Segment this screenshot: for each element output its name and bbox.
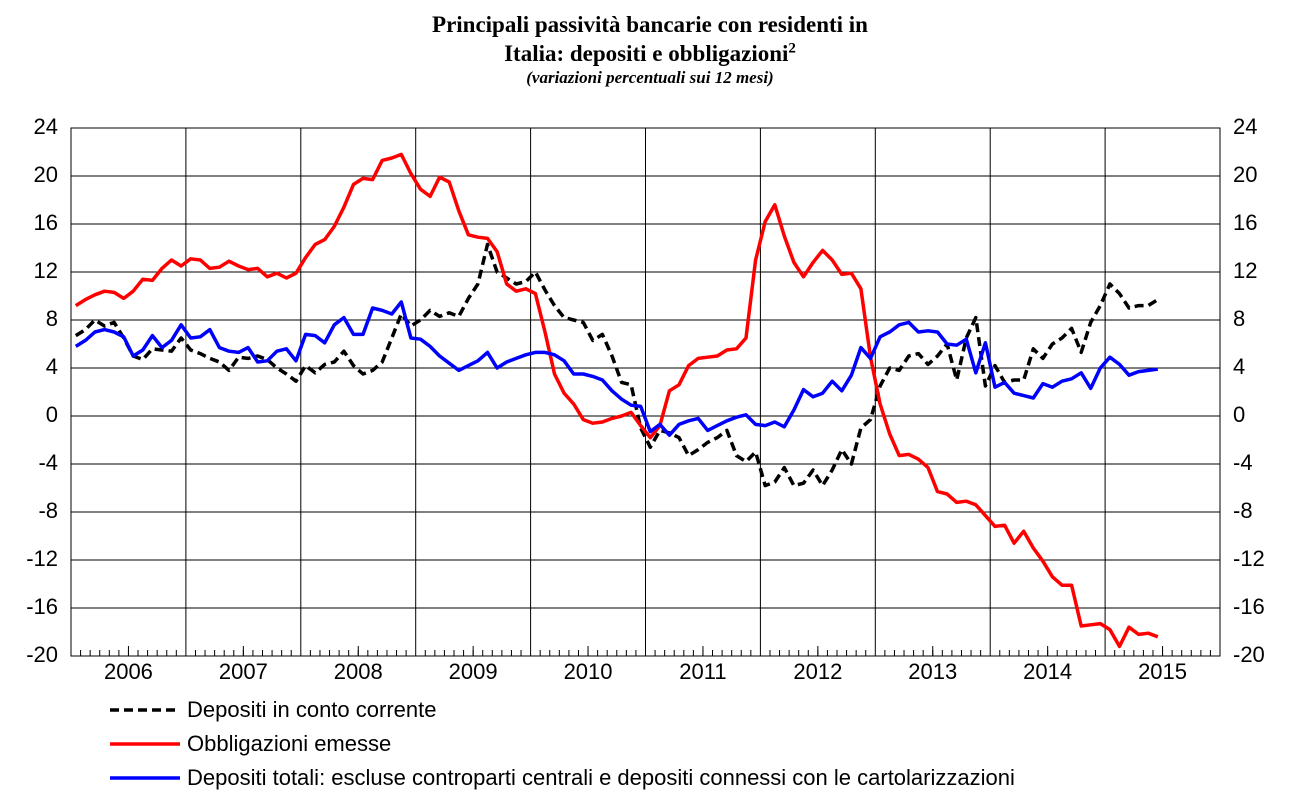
y-tick-label: 20	[34, 162, 58, 187]
y2-tick-label: -8	[1233, 498, 1253, 523]
y-tick-label: -8	[38, 498, 58, 523]
y2-tick-label: 0	[1233, 402, 1245, 427]
y-tick-label: 0	[46, 402, 58, 427]
plot-frame	[70, 127, 1221, 657]
y-tick-label: -16	[26, 594, 58, 619]
y-tick-label: 16	[34, 210, 58, 235]
y-tick-label: -4	[38, 450, 58, 475]
x-tick-label: 2006	[104, 659, 153, 684]
x-tick-label: 2011	[679, 659, 726, 684]
y2-tick-label: -4	[1233, 450, 1253, 475]
series-line	[74, 300, 1159, 437]
chart-subtitle: (variazioni percentuali sui 12 mesi)	[526, 68, 774, 87]
y2-tick-label: 16	[1233, 210, 1257, 235]
x-tick-label: 2007	[219, 659, 268, 684]
chart-title-block: Principali passività bancarie con reside…	[400, 10, 900, 68]
y2-tick-label: 12	[1233, 258, 1257, 283]
series-line	[74, 152, 1159, 649]
x-tick-label: 2015	[1138, 659, 1187, 684]
y-tick-label: -12	[26, 546, 58, 571]
x-tick-label: 2010	[564, 659, 613, 684]
x-tick-label: 2013	[908, 659, 957, 684]
y2-tick-label: 24	[1233, 114, 1257, 139]
y2-tick-label: -16	[1233, 594, 1265, 619]
y-tick-label: -20	[26, 642, 58, 667]
y-tick-label: 24	[34, 114, 58, 139]
legend-label: Depositi totali: escluse controparti cen…	[187, 765, 1015, 790]
x-tick-label: 2012	[793, 659, 842, 684]
y2-tick-label: 8	[1233, 306, 1245, 331]
chart-title: Principali passività bancarie con reside…	[432, 12, 868, 66]
legend-label: Depositi in conto corrente	[187, 697, 436, 722]
y2-tick-label: -20	[1233, 642, 1265, 667]
x-tick-label: 2009	[449, 659, 498, 684]
y2-tick-label: -12	[1233, 546, 1265, 571]
y-tick-label: 8	[46, 306, 58, 331]
y-tick-label: 4	[46, 354, 58, 379]
y2-tick-label: 4	[1233, 354, 1245, 379]
x-tick-label: 2014	[1023, 659, 1072, 684]
title-note: 2	[788, 40, 796, 57]
x-tick-label: 2008	[334, 659, 383, 684]
y2-tick-label: 20	[1233, 162, 1257, 187]
series-line	[74, 242, 1159, 488]
legend-label: Obbligazioni emesse	[187, 731, 391, 756]
y-tick-label: 12	[34, 258, 58, 283]
